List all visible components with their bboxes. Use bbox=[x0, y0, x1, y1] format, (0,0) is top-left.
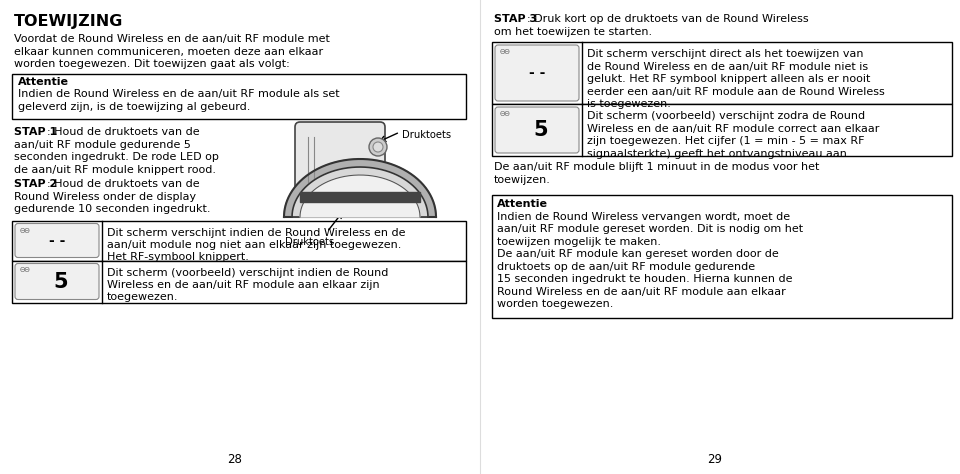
Text: - -: - - bbox=[49, 234, 65, 247]
Text: seconden ingedrukt. De rode LED op: seconden ingedrukt. De rode LED op bbox=[14, 152, 219, 162]
Text: gelukt. Het RF symbool knippert alleen als er nooit: gelukt. Het RF symbool knippert alleen a… bbox=[587, 74, 871, 84]
Text: De aan/uit RF module kan gereset worden door de: De aan/uit RF module kan gereset worden … bbox=[497, 249, 779, 259]
Text: Dit scherm (voorbeeld) verschijnt zodra de Round: Dit scherm (voorbeeld) verschijnt zodra … bbox=[587, 111, 865, 121]
Text: geleverd zijn, is de toewijzing al gebeurd.: geleverd zijn, is de toewijzing al gebeu… bbox=[18, 101, 251, 111]
FancyBboxPatch shape bbox=[15, 264, 99, 300]
FancyBboxPatch shape bbox=[492, 42, 952, 104]
Text: Dit scherm (voorbeeld) verschijnt indien de Round: Dit scherm (voorbeeld) verschijnt indien… bbox=[107, 267, 389, 277]
Text: aan/uit RF module gereset worden. Dit is nodig om het: aan/uit RF module gereset worden. Dit is… bbox=[497, 224, 804, 234]
Text: ΘΘ: ΘΘ bbox=[20, 267, 31, 273]
Text: toegewezen.: toegewezen. bbox=[107, 292, 179, 302]
Text: ΘΘ: ΘΘ bbox=[20, 228, 31, 234]
Bar bbox=[300, 192, 420, 202]
Text: 00.5: 00.5 bbox=[347, 192, 373, 202]
FancyBboxPatch shape bbox=[12, 261, 466, 302]
FancyBboxPatch shape bbox=[492, 195, 952, 318]
Text: de Round Wireless en de aan/uit RF module niet is: de Round Wireless en de aan/uit RF modul… bbox=[587, 62, 868, 72]
Text: : Houd de druktoets van de: : Houd de druktoets van de bbox=[47, 127, 200, 137]
Text: de aan/uit RF module knippert rood.: de aan/uit RF module knippert rood. bbox=[14, 164, 216, 174]
Text: eerder een aan/uit RF module aan de Round Wireless: eerder een aan/uit RF module aan de Roun… bbox=[587, 86, 885, 97]
Text: is toegewezen.: is toegewezen. bbox=[587, 99, 671, 109]
Text: aan/uit module nog niet aan elkaar zijn toegewezen.: aan/uit module nog niet aan elkaar zijn … bbox=[107, 240, 401, 250]
Text: : Druk kort op de druktoets van de Round Wireless: : Druk kort op de druktoets van de Round… bbox=[527, 14, 808, 24]
Text: STAP 3: STAP 3 bbox=[494, 14, 538, 24]
Text: ΘΘ: ΘΘ bbox=[500, 49, 511, 55]
FancyBboxPatch shape bbox=[295, 122, 385, 212]
Text: De aan/uit RF module blijft 1 minuut in de modus voor het: De aan/uit RF module blijft 1 minuut in … bbox=[494, 162, 820, 172]
Text: - -: - - bbox=[529, 66, 545, 80]
Text: worden toegewezen. Dit toewijzen gaat als volgt:: worden toegewezen. Dit toewijzen gaat al… bbox=[14, 59, 290, 69]
Polygon shape bbox=[292, 167, 428, 217]
Text: Attentie: Attentie bbox=[497, 199, 548, 209]
Text: toewijzen mogelijk te maken.: toewijzen mogelijk te maken. bbox=[497, 237, 661, 246]
FancyBboxPatch shape bbox=[15, 224, 99, 257]
Text: worden toegewezen.: worden toegewezen. bbox=[497, 299, 613, 309]
Text: toewijzen.: toewijzen. bbox=[494, 174, 551, 184]
Text: Wireless en de aan/uit RF module correct aan elkaar: Wireless en de aan/uit RF module correct… bbox=[587, 124, 879, 134]
Text: Voordat de Round Wireless en de aan/uit RF module met: Voordat de Round Wireless en de aan/uit … bbox=[14, 34, 330, 44]
Text: Dit scherm verschijnt direct als het toewijzen van: Dit scherm verschijnt direct als het toe… bbox=[587, 49, 863, 59]
FancyBboxPatch shape bbox=[492, 104, 952, 156]
Text: STAP 1: STAP 1 bbox=[14, 127, 58, 137]
Text: Indien de Round Wireless en de aan/uit RF module als set: Indien de Round Wireless en de aan/uit R… bbox=[18, 89, 340, 99]
Text: : Houd de druktoets van de: : Houd de druktoets van de bbox=[47, 179, 200, 189]
Text: druktoets op de aan/uit RF module gedurende: druktoets op de aan/uit RF module gedure… bbox=[497, 262, 756, 272]
Text: Druktoets: Druktoets bbox=[285, 237, 334, 247]
Polygon shape bbox=[284, 159, 436, 217]
Text: Druktoets: Druktoets bbox=[402, 130, 451, 140]
Text: 29: 29 bbox=[708, 453, 723, 466]
Text: gedurende 10 seconden ingedrukt.: gedurende 10 seconden ingedrukt. bbox=[14, 204, 210, 214]
Text: Attentie: Attentie bbox=[18, 76, 69, 86]
Text: Het RF-symbool knippert.: Het RF-symbool knippert. bbox=[107, 253, 249, 263]
Text: 15 seconden ingedrukt te houden. Hierna kunnen de: 15 seconden ingedrukt te houden. Hierna … bbox=[497, 274, 793, 284]
Circle shape bbox=[373, 142, 383, 152]
Circle shape bbox=[369, 138, 387, 156]
Text: Indien de Round Wireless vervangen wordt, moet de: Indien de Round Wireless vervangen wordt… bbox=[497, 211, 790, 221]
Text: Round Wireless onder de display: Round Wireless onder de display bbox=[14, 191, 196, 201]
Text: Dit scherm verschijnt indien de Round Wireless en de: Dit scherm verschijnt indien de Round Wi… bbox=[107, 228, 405, 237]
Text: TOEWIJZING: TOEWIJZING bbox=[14, 14, 124, 29]
Polygon shape bbox=[300, 175, 420, 217]
Text: 5: 5 bbox=[534, 120, 548, 140]
Text: STAP 2: STAP 2 bbox=[14, 179, 58, 189]
Text: om het toewijzen te starten.: om het toewijzen te starten. bbox=[494, 27, 652, 36]
FancyBboxPatch shape bbox=[12, 220, 466, 261]
FancyBboxPatch shape bbox=[495, 107, 579, 153]
Text: signaalsterkte) geeft het ontvangstniveau aan.: signaalsterkte) geeft het ontvangstnivea… bbox=[587, 148, 851, 158]
Text: aan/uit RF module gedurende 5: aan/uit RF module gedurende 5 bbox=[14, 139, 191, 149]
Text: Wireless en de aan/uit RF module aan elkaar zijn: Wireless en de aan/uit RF module aan elk… bbox=[107, 280, 379, 290]
FancyBboxPatch shape bbox=[12, 73, 466, 119]
FancyBboxPatch shape bbox=[495, 45, 579, 101]
Text: elkaar kunnen communiceren, moeten deze aan elkaar: elkaar kunnen communiceren, moeten deze … bbox=[14, 46, 324, 56]
Text: Round Wireless en de aan/uit RF module aan elkaar: Round Wireless en de aan/uit RF module a… bbox=[497, 286, 785, 297]
Text: zijn toegewezen. Het cijfer (1 = min - 5 = max RF: zijn toegewezen. Het cijfer (1 = min - 5… bbox=[587, 136, 865, 146]
Text: 5: 5 bbox=[54, 272, 68, 292]
Text: 28: 28 bbox=[228, 453, 243, 466]
Text: ΘΘ: ΘΘ bbox=[500, 111, 511, 117]
